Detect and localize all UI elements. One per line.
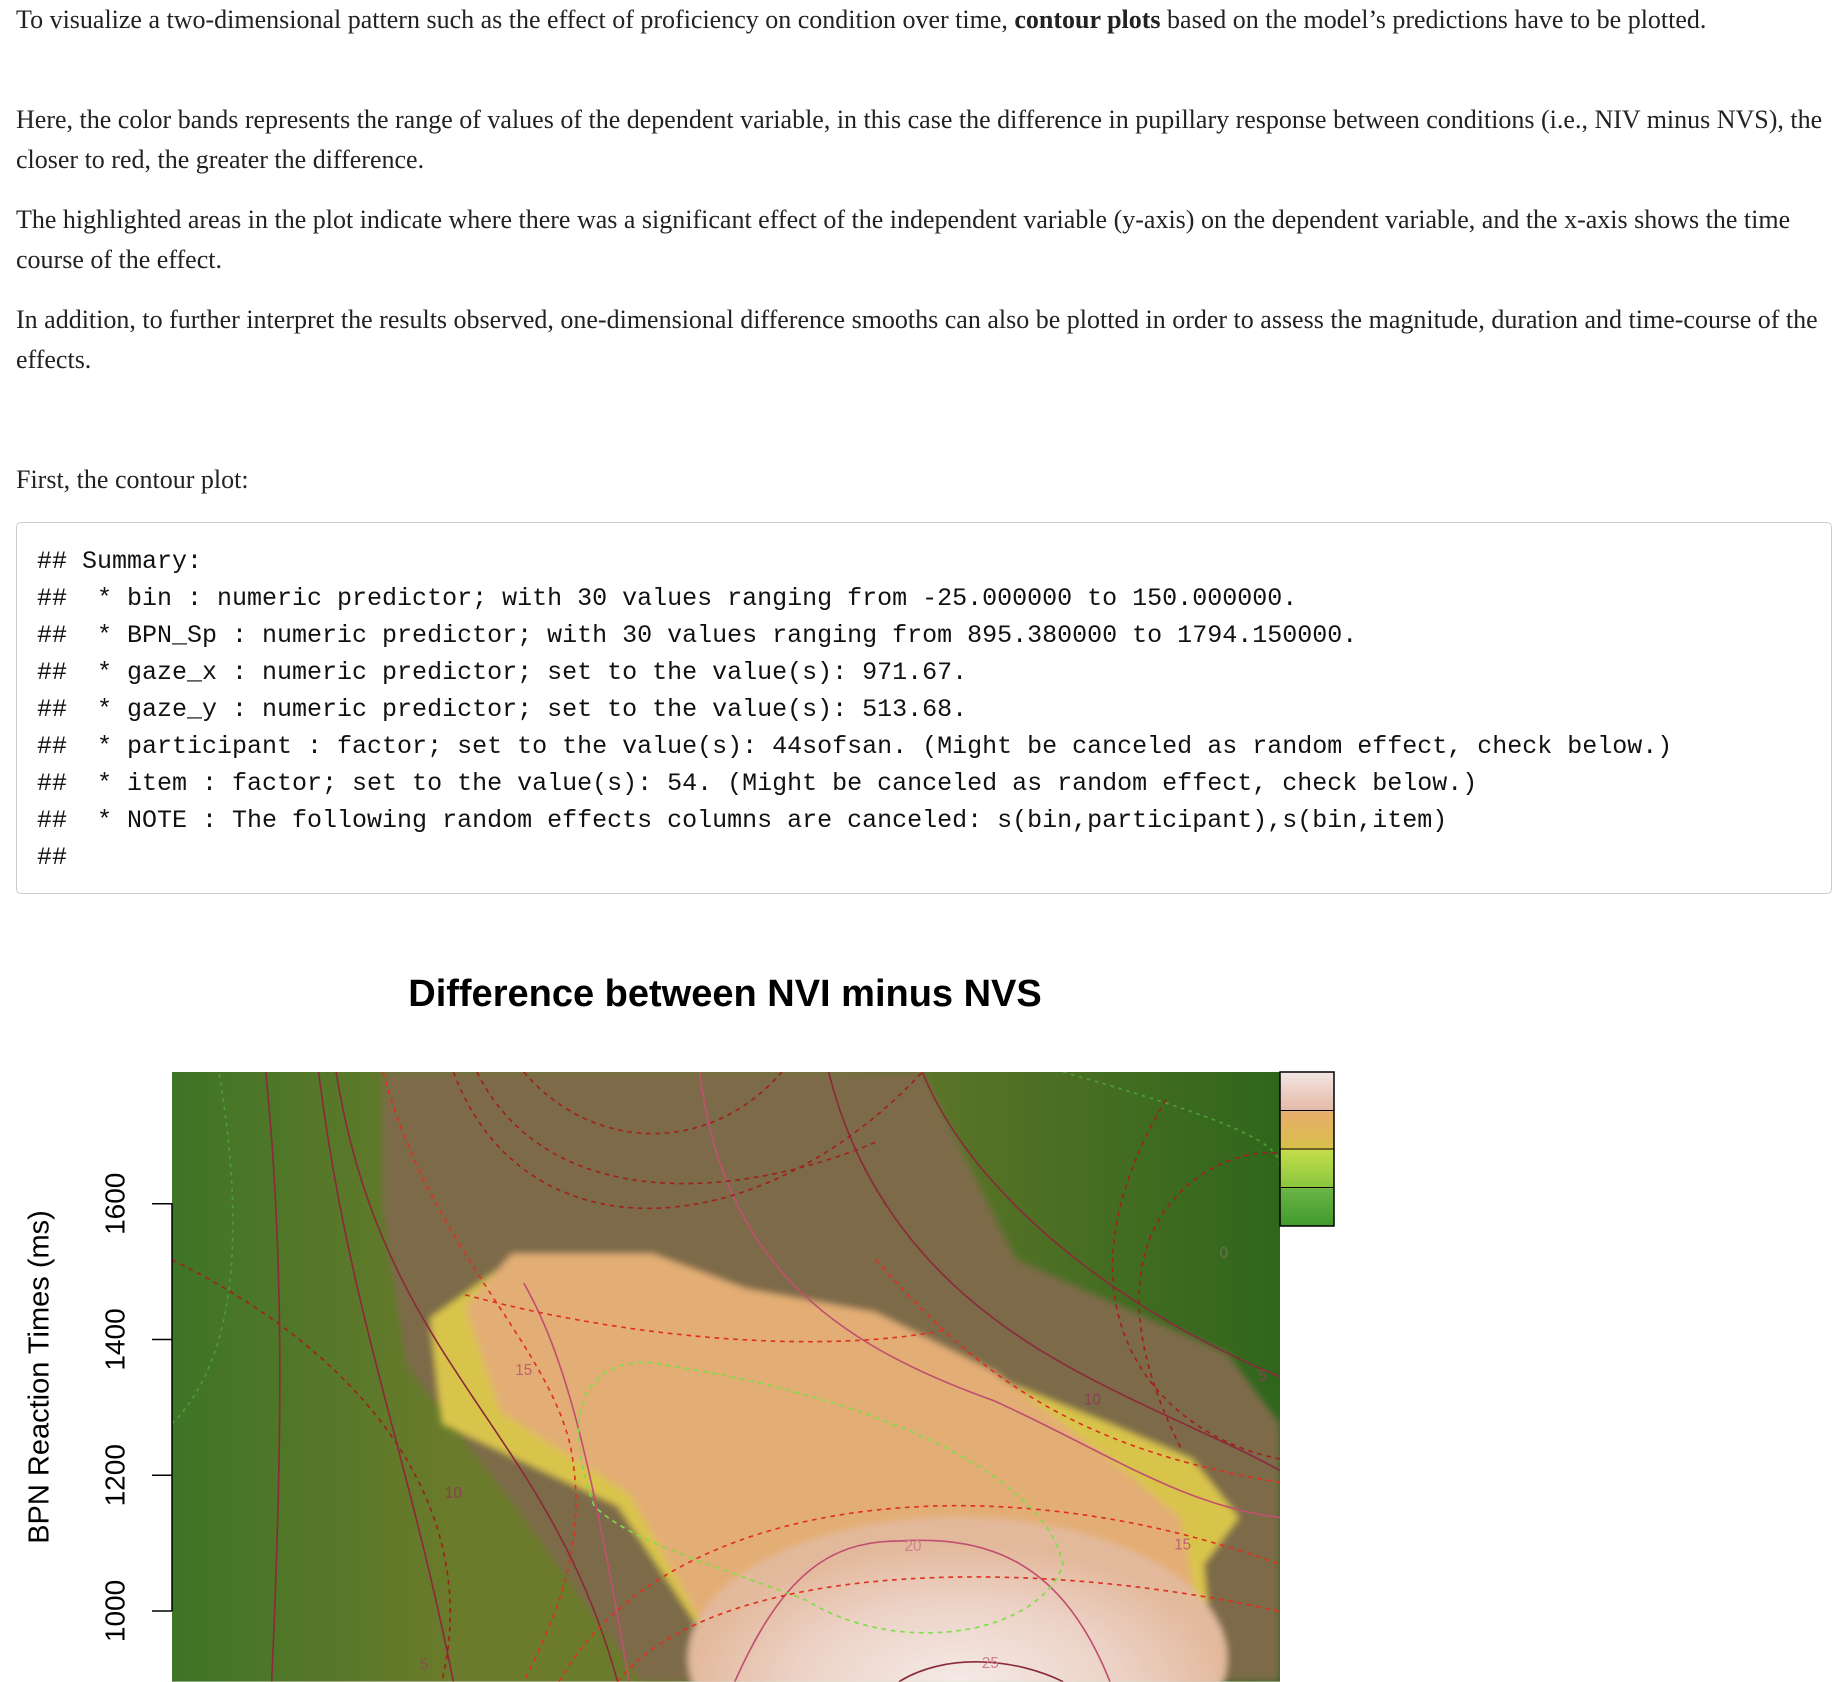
code-line: ## * participant : factor; set to the va… bbox=[37, 732, 1673, 761]
contour-label: 25 bbox=[982, 1655, 999, 1672]
contour-label: 20 bbox=[905, 1538, 922, 1555]
y-tick-label: 1000 bbox=[99, 1580, 130, 1642]
contour-label: 5 bbox=[1258, 1368, 1266, 1385]
contour-label: 5 bbox=[420, 1656, 428, 1673]
code-block: ## Summary: ## * bin : numeric predictor;… bbox=[16, 522, 1832, 894]
contour-label: 0 bbox=[1219, 1245, 1227, 1262]
contour-label: 10 bbox=[1084, 1391, 1101, 1408]
y-tick-label: 1600 bbox=[99, 1173, 130, 1235]
paragraph: The highlighted areas in the plot indica… bbox=[16, 205, 1791, 274]
paragraph: Here, the color bands represents the ran… bbox=[16, 105, 1823, 174]
chart-title: Difference between NVI minus NVS bbox=[408, 973, 1042, 1015]
heatmap-region bbox=[687, 1517, 1228, 1682]
y-tick-label: 1400 bbox=[99, 1308, 130, 1370]
contour-label: 15 bbox=[1174, 1537, 1191, 1554]
plot-area: 15 10 20 25 5 10 15 5 0 bbox=[172, 1072, 1281, 1682]
code-line: ## bbox=[37, 843, 68, 872]
contour-lines bbox=[172, 1072, 1281, 1682]
code-line: ## * gaze_x : numeric predictor; set to … bbox=[37, 658, 968, 687]
code-line: ## Summary: bbox=[37, 547, 203, 576]
contour-label: 15 bbox=[515, 1362, 532, 1379]
color-key-dividers bbox=[1280, 1110, 1334, 1188]
y-axis-label: BPN Reaction Times (ms) bbox=[24, 1210, 56, 1544]
text: To visualize a two-dimensional pattern s… bbox=[16, 5, 1015, 34]
y-axis: 1000 1200 1400 1600 bbox=[99, 1173, 173, 1642]
code-line: ## * NOTE : The following random effects… bbox=[37, 806, 1448, 835]
contour-labels: 15 10 20 25 5 10 15 5 0 bbox=[420, 1245, 1267, 1674]
code-line: ## * gaze_y : numeric predictor; set to … bbox=[37, 695, 968, 724]
paragraph: First, the contour plot: bbox=[16, 465, 249, 494]
code-line: ## * BPN_Sp : numeric predictor; with 30… bbox=[37, 621, 1358, 650]
y-tick-label: 1200 bbox=[99, 1444, 130, 1506]
code-line: ## * item : factor; set to the value(s):… bbox=[37, 769, 1478, 798]
code-line: ## * bin : numeric predictor; with 30 va… bbox=[37, 584, 1298, 613]
paragraph: To visualize a two-dimensional pattern s… bbox=[16, 0, 1838, 40]
paragraph: In addition, to further interpret the re… bbox=[16, 305, 1818, 374]
text: based on the model’s predictions have to… bbox=[1160, 5, 1707, 34]
contour-label: 10 bbox=[445, 1485, 462, 1502]
figure: Difference between NVI minus NVS BPN Rea… bbox=[24, 973, 1335, 1682]
bold-text: contour plots bbox=[1014, 5, 1161, 34]
